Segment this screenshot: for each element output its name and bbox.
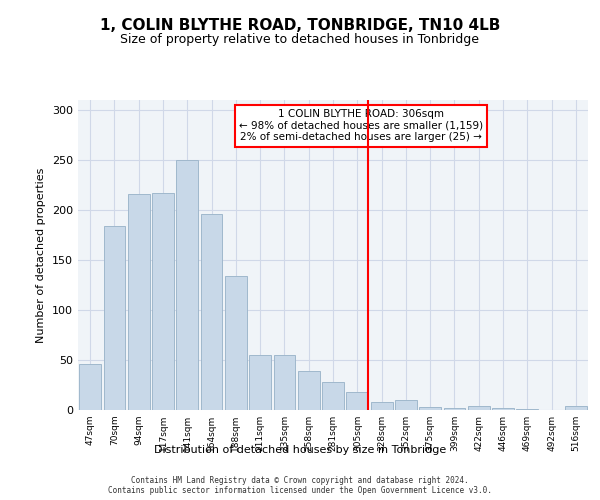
- Bar: [371, 402, 392, 410]
- Bar: [298, 371, 320, 410]
- Bar: [395, 400, 417, 410]
- Bar: [492, 408, 514, 410]
- Bar: [128, 194, 149, 410]
- Text: Size of property relative to detached houses in Tonbridge: Size of property relative to detached ho…: [121, 32, 479, 46]
- Text: 1 COLIN BLYTHE ROAD: 306sqm
← 98% of detached houses are smaller (1,159)
2% of s: 1 COLIN BLYTHE ROAD: 306sqm ← 98% of det…: [239, 110, 483, 142]
- Bar: [152, 193, 174, 410]
- Bar: [79, 364, 101, 410]
- Text: 1, COLIN BLYTHE ROAD, TONBRIDGE, TN10 4LB: 1, COLIN BLYTHE ROAD, TONBRIDGE, TN10 4L…: [100, 18, 500, 32]
- Bar: [200, 214, 223, 410]
- Bar: [249, 355, 271, 410]
- Bar: [225, 276, 247, 410]
- Text: Distribution of detached houses by size in Tonbridge: Distribution of detached houses by size …: [154, 445, 446, 455]
- Bar: [346, 392, 368, 410]
- Bar: [419, 407, 441, 410]
- Bar: [322, 382, 344, 410]
- Bar: [274, 355, 295, 410]
- Bar: [468, 406, 490, 410]
- Bar: [517, 409, 538, 410]
- Bar: [565, 406, 587, 410]
- Y-axis label: Number of detached properties: Number of detached properties: [37, 168, 46, 342]
- Bar: [443, 408, 466, 410]
- Bar: [176, 160, 198, 410]
- Bar: [104, 226, 125, 410]
- Text: Contains HM Land Registry data © Crown copyright and database right 2024.
Contai: Contains HM Land Registry data © Crown c…: [108, 476, 492, 495]
